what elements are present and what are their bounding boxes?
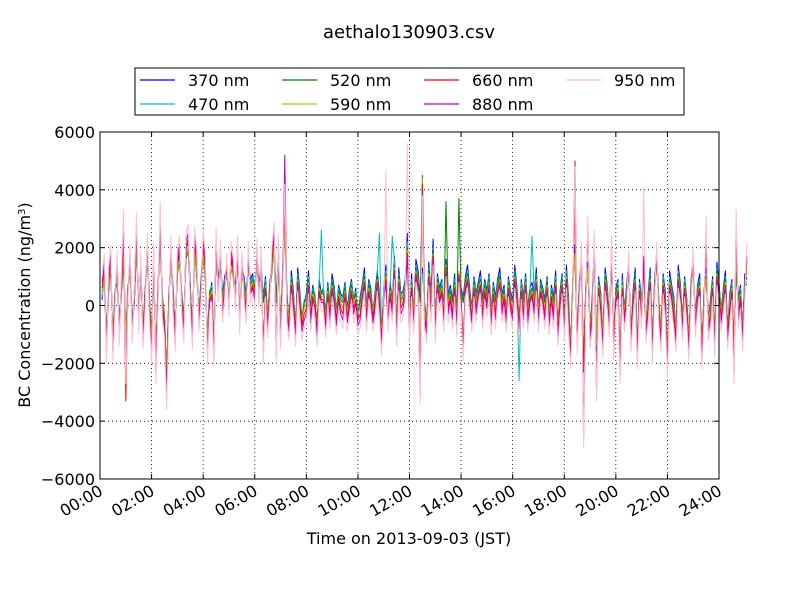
- y-axis-label-main: BC Concentration (ng/m: [15, 215, 34, 408]
- legend-label: 660 nm: [472, 71, 533, 90]
- y-tick-label: 0: [85, 297, 95, 316]
- legend-label: 950 nm: [614, 71, 675, 90]
- y-tick-label: −2000: [41, 354, 95, 373]
- x-tick-label: 16:00: [469, 481, 518, 521]
- y-tick-label: 2000: [54, 239, 95, 258]
- x-tick-label: 24:00: [676, 481, 725, 521]
- y-tick-label: 4000: [54, 181, 95, 200]
- plot-area: 00:00 02:00 04:00 06:00 08:00 10:00 12:00 14:00…: [41, 123, 748, 521]
- y-tick-label: −6000: [41, 470, 95, 489]
- y-tick-label: −4000: [41, 412, 95, 431]
- y-axis-label: BC Concentration (ng/m3): [15, 202, 34, 407]
- x-axis-label: Time on 2013-09-03 (JST): [306, 529, 511, 548]
- legend-label: 590 nm: [330, 95, 391, 114]
- chart-title: aethalo130903.csv: [323, 22, 495, 43]
- y-tick-label: 6000: [54, 123, 95, 142]
- legend-label: 370 nm: [188, 71, 249, 90]
- x-tick-label: 06:00: [211, 481, 260, 521]
- x-tick-label: 14:00: [418, 481, 467, 521]
- x-tick-label: 04:00: [160, 481, 209, 521]
- x-tick-label: 18:00: [521, 481, 570, 521]
- series-layer: [101, 143, 748, 448]
- series-line-950-nm: [101, 143, 748, 448]
- y-axis-label-sup: 3: [17, 209, 28, 215]
- x-tick-label: 20:00: [572, 481, 621, 521]
- legend: 370 nm 470 nm 520 nm 590 nm 660 nm 880 nm 950 …: [134, 67, 685, 116]
- x-tick-label: 08:00: [263, 481, 312, 521]
- x-tick-label: 22:00: [624, 481, 673, 521]
- x-tick-label: 12:00: [366, 481, 415, 521]
- legend-label: 880 nm: [472, 95, 533, 114]
- x-tick-label: 10:00: [314, 481, 363, 521]
- x-tick-label: 02:00: [108, 481, 157, 521]
- legend-label: 520 nm: [330, 71, 391, 90]
- legend-box: [134, 67, 685, 116]
- y-axis-label-close: ): [15, 202, 34, 208]
- legend-label: 470 nm: [188, 95, 249, 114]
